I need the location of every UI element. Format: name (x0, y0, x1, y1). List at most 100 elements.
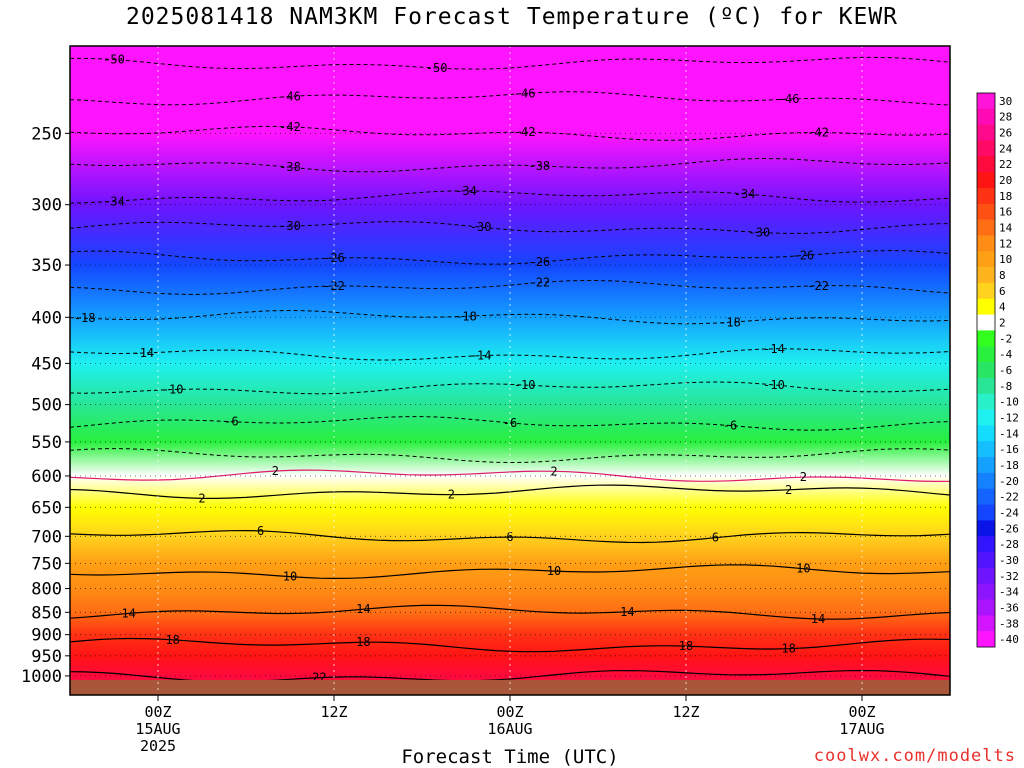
color-scale-label: 4 (999, 301, 1006, 314)
color-scale-label: 28 (999, 111, 1012, 124)
chart-title: 2025081418 NAM3KM Forecast Temperature (… (125, 4, 899, 30)
color-swatch (977, 203, 995, 220)
color-swatch (977, 282, 995, 300)
color-scale-label: 22 (999, 158, 1012, 171)
color-scale-label: -10 (999, 396, 1019, 409)
color-swatch (977, 583, 995, 600)
y-tick-label: 800 (31, 580, 62, 600)
contour-label: -22 (323, 279, 345, 293)
y-tick-label: 350 (31, 256, 62, 276)
pressure-axis: 250 300 350 400 450 500 550 600 650 700 750 800 850 9… (21, 124, 70, 687)
color-swatch (977, 267, 995, 284)
color-swatch (977, 187, 995, 205)
y-tick-label: 950 (31, 647, 62, 667)
x-tick-label: 00Z (496, 703, 523, 721)
color-bar-frame (976, 92, 996, 648)
color-swatch (977, 377, 995, 395)
contour-label: -14 (763, 342, 785, 356)
x-tick-label: 12Z (320, 703, 347, 721)
y-tick-label: 600 (31, 467, 62, 487)
contour-line--6 (70, 416, 950, 431)
color-swatch (977, 520, 995, 537)
color-scale-label: 12 (999, 237, 1012, 250)
color-scale-label: -6 (999, 364, 1012, 377)
color-scale-label: -8 (999, 380, 1012, 393)
color-swatch (977, 488, 995, 505)
color-scale-label: -12 (999, 411, 1019, 424)
x-tick-label: 17AUG (839, 720, 884, 738)
contour-label: 10 (283, 570, 297, 584)
y-tick-label: 750 (31, 554, 62, 574)
color-swatch (977, 251, 995, 268)
contour-label: -38 (279, 160, 301, 174)
color-swatch (977, 172, 995, 189)
y-tick-label: 650 (31, 498, 62, 518)
contour-label: -30 (279, 219, 301, 233)
contour-label: 18 (165, 633, 179, 647)
y-tick-label: 700 (31, 527, 62, 547)
contour-label: 6 (712, 531, 719, 545)
x-tick-label: 16AUG (487, 720, 532, 738)
y-tick-label: 300 (31, 196, 62, 216)
contour-label: -50 (426, 61, 448, 75)
y-tick-label: 500 (31, 396, 62, 416)
contour-label: -26 (528, 255, 550, 269)
color-scale-bar: 30 28 26 24 22 20 18 16 14 12 10 8 6 4 2 -2 -4 -6 -8 -10 -12… (976, 92, 1019, 648)
color-swatch (977, 156, 995, 173)
color-scale-label: 14 (999, 222, 1013, 235)
color-scale-label: -34 (999, 586, 1019, 599)
color-scale-label: -32 (999, 570, 1019, 583)
color-swatch (977, 472, 995, 490)
color-scale-label: -40 (999, 633, 1019, 646)
contour-label: -42 (514, 125, 536, 139)
contour-label: 14 (121, 606, 135, 620)
contour-label: -26 (323, 251, 345, 265)
contour-label: -34 (103, 194, 125, 208)
color-swatch (977, 615, 995, 632)
color-scale-label: 20 (999, 174, 1012, 187)
contour-label: 14 (811, 612, 825, 626)
color-scale-label: -18 (999, 459, 1019, 472)
contour-label: 10 (547, 564, 561, 578)
color-swatch (977, 93, 995, 110)
contour-label: -6 (503, 416, 517, 430)
contour-label: -14 (132, 346, 154, 360)
contour-label: -42 (807, 125, 829, 139)
color-swatch (977, 362, 995, 379)
color-swatch (977, 409, 995, 426)
color-scale-label: 24 (999, 142, 1013, 155)
x-tick-label: 15AUG (135, 720, 180, 738)
color-scale-label: -2 (999, 332, 1012, 345)
color-swatch (977, 552, 995, 569)
y-tick-label: 250 (31, 124, 62, 144)
contour-label: -22 (807, 279, 829, 293)
contour-label: -34 (734, 187, 756, 201)
color-scale-label: -14 (999, 427, 1019, 440)
color-swatch (977, 346, 995, 363)
contour-label: -14 (470, 349, 492, 363)
contour-label: -18 (455, 309, 477, 323)
contour-label: -18 (74, 311, 96, 325)
color-scale-label: -22 (999, 491, 1019, 504)
contour-label: 6 (257, 524, 264, 538)
contour-label: -30 (748, 225, 770, 239)
contour-line-18 (70, 637, 950, 653)
ground-layer (70, 679, 950, 695)
color-scale-label: -38 (999, 617, 1019, 630)
contour-label: -10 (514, 378, 536, 392)
contour-label: -46 (279, 89, 301, 103)
x-tick-label: 12Z (672, 703, 699, 721)
color-swatch (977, 219, 995, 236)
contour-label: -50 (103, 53, 125, 67)
color-scale-label: -26 (999, 522, 1019, 535)
site-credit: coolwx.com/modelts (813, 746, 1016, 766)
contour-line--26 (70, 250, 950, 265)
x-axis-label: Forecast Time (UTC) (401, 746, 619, 768)
y-tick-label: 1000 (21, 667, 62, 687)
color-swatch (977, 536, 995, 553)
contour-label: -10 (162, 383, 184, 397)
contour-label: -22 (528, 276, 550, 290)
color-swatch (977, 140, 995, 157)
contour-label: -6 (224, 415, 238, 429)
